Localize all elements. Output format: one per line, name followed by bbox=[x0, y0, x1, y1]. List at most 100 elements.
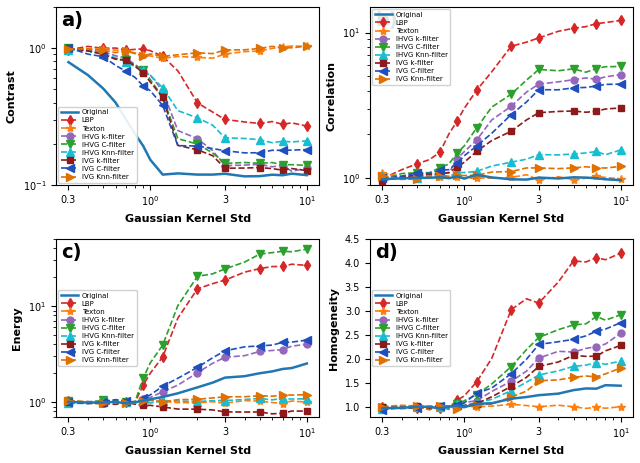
IHVG Knn-filter bbox=[122, 59, 130, 64]
Original bbox=[445, 404, 452, 409]
IHVG C-filter bbox=[617, 312, 625, 318]
LBP bbox=[209, 281, 216, 287]
IVG k-filter bbox=[241, 409, 248, 415]
IVG C-filter bbox=[159, 383, 166, 389]
LBP bbox=[570, 25, 577, 31]
Texton bbox=[131, 50, 139, 56]
IHVG Knn-filter bbox=[445, 406, 452, 411]
Original bbox=[426, 404, 433, 410]
Original bbox=[602, 176, 609, 182]
Original bbox=[508, 176, 515, 182]
IHVG C-filter bbox=[65, 45, 72, 51]
Original bbox=[84, 72, 92, 78]
Original bbox=[122, 400, 130, 406]
IVG Knn-filter bbox=[279, 392, 287, 398]
IHVG Knn-filter bbox=[445, 174, 452, 180]
IHVG k-filter bbox=[268, 348, 276, 353]
IVG k-filter bbox=[488, 138, 495, 144]
IHVG k-filter bbox=[209, 148, 216, 153]
IHVG k-filter bbox=[140, 68, 147, 74]
IVG C-filter bbox=[398, 405, 406, 410]
IVG k-filter bbox=[570, 108, 577, 114]
IHVG C-filter bbox=[131, 399, 139, 404]
IHVG k-filter bbox=[221, 355, 229, 360]
IHVG C-filter bbox=[209, 271, 216, 276]
IHVG Knn-filter bbox=[84, 48, 92, 54]
IVG C-filter bbox=[570, 85, 577, 91]
IHVG k-filter bbox=[436, 404, 444, 409]
Texton bbox=[147, 398, 154, 403]
LBP bbox=[398, 167, 406, 172]
IHVG Knn-filter bbox=[122, 400, 130, 405]
Texton bbox=[398, 174, 406, 180]
IVG C-filter bbox=[535, 342, 543, 347]
IHVG Knn-filter bbox=[617, 147, 625, 153]
IHVG k-filter bbox=[473, 138, 481, 143]
IVG C-filter bbox=[84, 51, 92, 57]
Original bbox=[473, 401, 481, 407]
Legend: Original, LBP, Texton, IHVG k-filter, IHVG C-filter, IHVG Knn-filter, IVG k-filt: Original, LBP, Texton, IHVG k-filter, IH… bbox=[372, 290, 451, 366]
IHVG C-filter bbox=[378, 176, 386, 182]
IHVG k-filter bbox=[159, 88, 166, 94]
LBP bbox=[279, 121, 287, 127]
IHVG k-filter bbox=[209, 361, 216, 366]
Line: Original: Original bbox=[382, 385, 621, 408]
IHVG Knn-filter bbox=[193, 399, 201, 404]
IHVG Knn-filter bbox=[256, 137, 264, 143]
IVG C-filter bbox=[582, 333, 590, 338]
IVG Knn-filter bbox=[288, 392, 296, 398]
Original bbox=[147, 157, 154, 163]
IHVG k-filter bbox=[99, 49, 107, 54]
IVG k-filter bbox=[65, 400, 72, 405]
LBP bbox=[65, 47, 72, 53]
IVG C-filter bbox=[508, 371, 515, 376]
IHVG k-filter bbox=[570, 77, 577, 82]
LBP bbox=[508, 307, 515, 313]
IHVG Knn-filter bbox=[602, 152, 609, 157]
IVG Knn-filter bbox=[193, 396, 201, 402]
IVG k-filter bbox=[159, 94, 166, 100]
LBP bbox=[398, 406, 406, 411]
IHVG C-filter bbox=[256, 161, 264, 166]
IHVG k-filter bbox=[268, 164, 276, 169]
IHVG C-filter bbox=[241, 160, 248, 165]
Original bbox=[131, 131, 139, 137]
IHVG Knn-filter bbox=[268, 140, 276, 145]
Line: IHVG C-filter: IHVG C-filter bbox=[64, 245, 311, 407]
Legend: Original, LBP, Texton, IHVG k-filter, IHVG C-filter, IHVG Knn-filter, IVG k-filt: Original, LBP, Texton, IHVG k-filter, IH… bbox=[58, 106, 136, 183]
IVG Knn-filter bbox=[221, 47, 229, 53]
Texton bbox=[209, 56, 216, 61]
IVG C-filter bbox=[209, 146, 216, 151]
IVG k-filter bbox=[193, 407, 201, 412]
IHVG k-filter bbox=[554, 79, 562, 85]
Line: IVG Knn-filter: IVG Knn-filter bbox=[64, 42, 311, 61]
IHVG k-filter bbox=[84, 400, 92, 406]
IHVG Knn-filter bbox=[99, 400, 107, 405]
IVG k-filter bbox=[241, 165, 248, 171]
IVG k-filter bbox=[570, 353, 577, 358]
IHVG Knn-filter bbox=[221, 398, 229, 403]
Line: IVG C-filter: IVG C-filter bbox=[64, 336, 311, 407]
Texton bbox=[209, 399, 216, 405]
IHVG k-filter bbox=[288, 344, 296, 349]
IVG C-filter bbox=[256, 150, 264, 156]
IVG C-filter bbox=[159, 103, 166, 108]
Original bbox=[508, 396, 515, 401]
LBP bbox=[413, 161, 421, 167]
IHVG k-filter bbox=[303, 166, 310, 171]
IVG C-filter bbox=[122, 398, 130, 404]
LBP bbox=[174, 68, 182, 74]
IVG C-filter bbox=[453, 161, 461, 166]
IHVG k-filter bbox=[398, 403, 406, 408]
IHVG C-filter bbox=[268, 160, 276, 165]
IHVG Knn-filter bbox=[426, 405, 433, 410]
Original bbox=[535, 393, 543, 398]
IHVG C-filter bbox=[99, 398, 107, 403]
LBP bbox=[209, 109, 216, 115]
Original bbox=[159, 394, 166, 400]
LBP bbox=[241, 269, 248, 275]
IVG Knn-filter bbox=[436, 404, 444, 409]
Original bbox=[460, 405, 468, 410]
IVG Knn-filter bbox=[256, 393, 264, 399]
IVG C-filter bbox=[221, 148, 229, 154]
